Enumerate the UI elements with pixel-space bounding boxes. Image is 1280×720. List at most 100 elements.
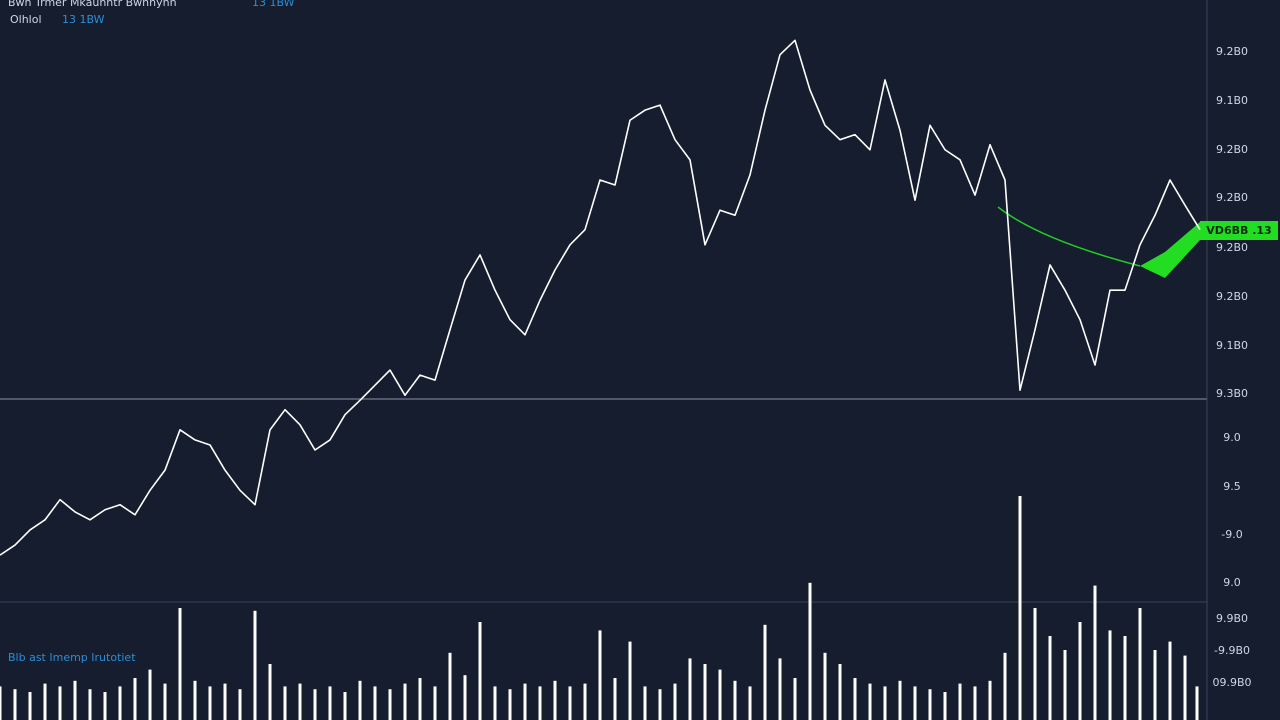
volume-bar — [1123, 636, 1127, 720]
volume-bar — [343, 692, 347, 720]
volume-bar — [238, 689, 242, 720]
volume-bar — [883, 686, 887, 720]
volume-bar — [613, 678, 617, 720]
volume-bar — [1093, 585, 1097, 720]
volume-bar — [508, 689, 512, 720]
volume-bar — [133, 678, 137, 720]
change: 13 1BW — [252, 0, 295, 9]
volume-bar — [28, 692, 32, 720]
volume-bar — [1108, 630, 1112, 720]
volume-bar — [823, 652, 827, 720]
price-line — [0, 39, 1201, 556]
volume-bar — [988, 680, 992, 720]
indicator-line — [997, 206, 1141, 267]
volume-bar — [793, 678, 797, 720]
price-tag-box — [1200, 221, 1278, 240]
volume-bar — [778, 658, 782, 720]
interval: Olhlol — [10, 13, 42, 26]
volume-bar — [1168, 641, 1172, 720]
axis-label: 9.2B0 — [1216, 143, 1248, 156]
axis-label: -9.9B0 — [1214, 644, 1250, 657]
axis-label: 9.1B0 — [1216, 94, 1248, 107]
volume-bar — [868, 683, 872, 720]
volume-bar — [73, 680, 77, 720]
volume-bar — [253, 610, 257, 720]
volume-bar — [1153, 650, 1157, 720]
axis-label: 9.5 — [1223, 480, 1241, 493]
volume-bar — [853, 678, 857, 720]
volume-bar — [958, 683, 962, 720]
volume-bar — [1048, 636, 1052, 720]
axis-label: 9.2B0 — [1216, 191, 1248, 204]
volume-bar — [643, 686, 647, 720]
volume-bar — [88, 689, 92, 720]
volume-bar — [973, 686, 977, 720]
volume-bar — [808, 582, 812, 720]
axis-label: 9.2B0 — [1216, 290, 1248, 303]
volume-bar — [493, 686, 497, 720]
volume-bar — [403, 683, 407, 720]
volume-bar — [463, 675, 467, 720]
volume-bar — [208, 686, 212, 720]
volume-bar — [358, 680, 362, 720]
axis-label: 9.9B0 — [1216, 612, 1248, 625]
volume-bar — [298, 683, 302, 720]
volume-bar — [928, 689, 932, 720]
axis-label: 9.0 — [1223, 576, 1241, 589]
volume-bar — [448, 652, 452, 720]
volume-bar — [148, 669, 152, 720]
price-tag: VD6BB .13 — [1206, 224, 1271, 237]
volume-bar — [103, 692, 107, 720]
volume-bar — [913, 686, 917, 720]
axis-label: 9.1B0 — [1216, 339, 1248, 352]
axis-label: 9.2B0 — [1216, 241, 1248, 254]
volume-bar — [628, 641, 632, 720]
volume-bar — [313, 689, 317, 720]
volume-bar — [898, 680, 902, 720]
volume-bar — [763, 624, 767, 720]
volume-bar — [1138, 608, 1142, 720]
interval-change: 13 1BW — [62, 13, 105, 26]
axis-label: 9.3B0 — [1216, 387, 1248, 400]
volume-bar — [58, 686, 62, 720]
volume-bar — [568, 686, 572, 720]
volume-bar — [418, 678, 422, 720]
volume-bar — [373, 686, 377, 720]
volume-bar — [598, 630, 602, 720]
volume-bar — [673, 683, 677, 720]
volume-bar — [523, 683, 527, 720]
volume-bar — [193, 680, 197, 720]
volume-bar — [478, 622, 482, 720]
volume-bar — [0, 686, 2, 720]
volume-bar — [1195, 686, 1199, 720]
indicator-band — [1140, 222, 1200, 278]
volume-bar — [1183, 655, 1187, 720]
volume-bar — [118, 686, 122, 720]
volume-bar — [388, 689, 392, 720]
volume-bar — [718, 669, 722, 720]
volume-bar — [1018, 496, 1022, 720]
volume-bar — [178, 608, 182, 720]
volume-bar — [838, 664, 842, 720]
volume-bar — [703, 664, 707, 720]
axis-label: 09.9B0 — [1212, 676, 1251, 689]
volume-bar — [1003, 652, 1007, 720]
axis-label: -9.0 — [1221, 528, 1242, 541]
axis-label: 9.2B0 — [1216, 45, 1248, 58]
indicator-label: Blb ast Imemp Irutotiet — [8, 651, 136, 664]
axis-label: 9.0 — [1223, 431, 1241, 444]
volume-bar — [268, 664, 272, 720]
volume-bar — [538, 686, 542, 720]
volume-bar — [943, 692, 947, 720]
volume-bar — [658, 689, 662, 720]
volume-bar — [328, 686, 332, 720]
volume-bar — [433, 686, 437, 720]
volume-bar — [13, 689, 17, 720]
volume-bar — [283, 686, 287, 720]
volume-bar — [1063, 650, 1067, 720]
volume-bar — [1033, 608, 1037, 720]
volume-bar — [163, 683, 167, 720]
title: Bwn Trmer Mkaunntr Bwnhynh — [8, 0, 177, 9]
